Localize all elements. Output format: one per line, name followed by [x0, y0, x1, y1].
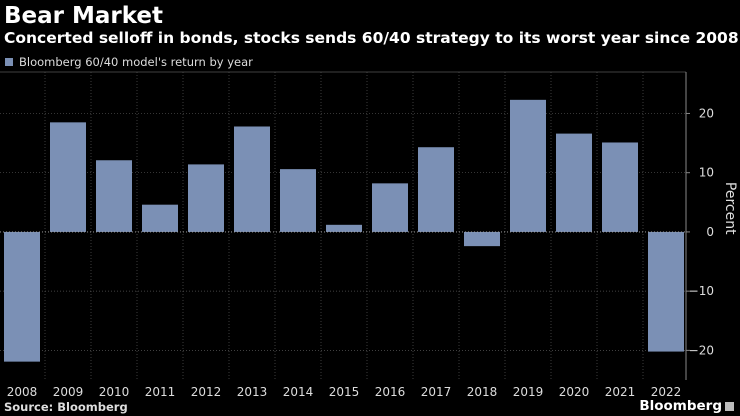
bar-2013 — [234, 126, 270, 232]
x-tick-label: 2019 — [513, 385, 544, 399]
y-tick-label: 0 — [706, 225, 714, 239]
legend-swatch — [5, 58, 13, 66]
bar-2008 — [4, 231, 40, 362]
y-tick-label: 10 — [699, 166, 714, 180]
y-axis-label: Percent — [722, 182, 738, 235]
bar-2020 — [556, 133, 592, 232]
x-tick-label: 2020 — [559, 385, 590, 399]
bar-2017 — [418, 147, 454, 232]
y-tick-label: 20 — [699, 106, 714, 120]
x-tick-label: 2013 — [237, 385, 268, 399]
x-tick-label: 2011 — [145, 385, 176, 399]
bar-2016 — [372, 183, 408, 232]
y-tick-label: −20 — [689, 343, 714, 357]
x-tick-label: 2015 — [329, 385, 360, 399]
bar-2018 — [464, 231, 500, 247]
chart-subtitle: Concerted selloff in bonds, stocks sends… — [4, 29, 739, 47]
x-tick-label: 2016 — [375, 385, 406, 399]
y-tick-label: −10 — [689, 284, 714, 298]
bar-2010 — [96, 160, 132, 232]
x-tick-label: 2009 — [53, 385, 84, 399]
x-tick-label: 2018 — [467, 385, 498, 399]
brand-logo-text: Bloomberg — [639, 398, 722, 414]
bar-2014 — [280, 169, 316, 232]
brand-mark-icon — [725, 402, 734, 411]
bar-2022 — [648, 231, 684, 352]
x-tick-label: 2010 — [99, 385, 130, 399]
bar-2019 — [510, 99, 546, 232]
bar-2012 — [188, 164, 224, 232]
x-tick-label: 2022 — [651, 385, 682, 399]
x-tick-label: 2012 — [191, 385, 222, 399]
chart-title: Bear Market — [4, 3, 164, 29]
x-tick-label: 2017 — [421, 385, 452, 399]
source-note: Source: Bloomberg — [4, 400, 128, 414]
x-tick-label: 2021 — [605, 385, 636, 399]
legend-label: Bloomberg 60/40 model's return by year — [19, 55, 253, 69]
x-tick-label: 2008 — [7, 385, 38, 399]
bar-2009 — [50, 122, 86, 232]
legend: Bloomberg 60/40 model's return by year — [5, 55, 253, 69]
bar-2011 — [142, 204, 178, 232]
bar-2021 — [602, 142, 638, 232]
x-tick-label: 2014 — [283, 385, 314, 399]
bar-2015 — [326, 224, 362, 232]
